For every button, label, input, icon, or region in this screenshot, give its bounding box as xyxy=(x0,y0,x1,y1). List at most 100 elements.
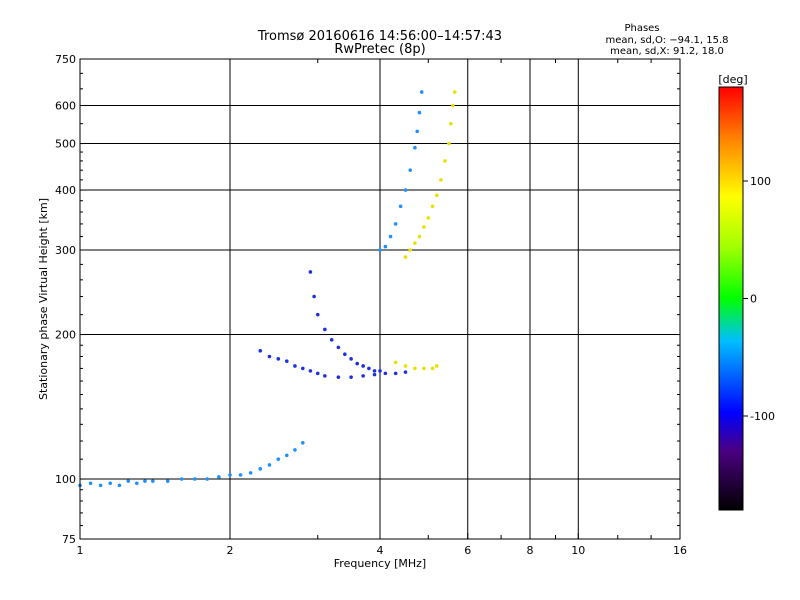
data-point xyxy=(323,327,327,332)
data-point xyxy=(336,375,341,379)
phase-colorbar: [deg] 100 0 -100 xyxy=(718,73,775,511)
data-point xyxy=(434,364,439,368)
data-point xyxy=(323,374,327,378)
data-point xyxy=(403,255,408,259)
y-tick-label: 300 xyxy=(55,244,76,257)
data-point xyxy=(361,364,365,368)
y-tick-label: 100 xyxy=(55,473,76,486)
y-tick-label: 200 xyxy=(55,329,76,342)
data-point xyxy=(393,360,398,365)
colorbar-label: [deg] xyxy=(718,73,747,86)
data-point xyxy=(367,366,371,371)
data-point xyxy=(447,141,451,146)
phase-stats-x-mode: mean, sd,X: 91.2, 18.0 xyxy=(610,46,724,57)
data-point xyxy=(415,129,419,134)
data-point xyxy=(378,248,382,252)
colorbar-tick-label: -100 xyxy=(750,410,775,423)
data-point xyxy=(301,440,305,445)
data-point xyxy=(117,483,122,488)
x-tick-label: 16 xyxy=(673,544,687,557)
x-tick-label: 8 xyxy=(527,544,534,557)
data-point xyxy=(126,479,131,483)
data-point xyxy=(284,359,289,363)
data-point xyxy=(413,241,417,245)
data-point xyxy=(408,168,413,172)
y-tick-label: 75 xyxy=(62,533,76,546)
data-point xyxy=(383,371,388,376)
data-point xyxy=(308,369,313,373)
data-point xyxy=(403,370,408,374)
data-point xyxy=(393,222,398,226)
x-tick-label: 4 xyxy=(377,544,384,557)
data-point xyxy=(372,369,377,373)
data-point xyxy=(430,204,435,209)
data-point xyxy=(417,110,422,115)
data-point xyxy=(267,463,272,467)
data-point xyxy=(349,375,353,379)
data-point xyxy=(248,471,253,475)
data-point xyxy=(258,467,263,471)
data-point xyxy=(134,481,139,486)
colorbar-tick-label: 100 xyxy=(750,175,771,188)
data-point xyxy=(336,345,341,350)
data-point xyxy=(422,366,426,371)
data-point xyxy=(179,477,184,481)
data-point xyxy=(413,366,417,371)
data-point xyxy=(383,244,388,249)
data-point xyxy=(443,159,447,163)
data-point xyxy=(403,188,408,192)
data-point xyxy=(88,481,93,486)
data-point xyxy=(417,234,422,239)
data-point xyxy=(439,178,443,182)
data-point xyxy=(238,473,243,477)
y-axis: 75 100 200 300 400 500 600 750 xyxy=(55,53,680,546)
data-point xyxy=(372,372,377,377)
data-point xyxy=(151,479,155,483)
data-point xyxy=(217,475,221,479)
x-tick-label: 1 xyxy=(77,544,84,557)
y-tick-label: 400 xyxy=(55,184,76,197)
chart-title: Tromsø 20160616 14:56:00–14:57:43 xyxy=(257,29,502,44)
y-tick-label: 750 xyxy=(55,53,76,66)
data-point xyxy=(452,90,457,94)
x-axis-label: Frequency [MHz] xyxy=(334,557,426,570)
data-point xyxy=(267,354,272,359)
data-point xyxy=(205,477,209,481)
data-point xyxy=(276,457,281,461)
data-point xyxy=(393,371,398,376)
data-point xyxy=(426,216,431,220)
data-point xyxy=(284,453,289,458)
phase-stats-o-mode: mean, sd,O: −94.1, 15.8 xyxy=(606,35,729,46)
y-tick-label: 500 xyxy=(55,138,76,151)
data-point xyxy=(434,193,439,198)
data-point xyxy=(301,366,305,371)
data-point xyxy=(388,234,393,239)
data-point xyxy=(108,481,113,486)
colorbar-tick-label: 0 xyxy=(750,293,757,306)
data-point xyxy=(343,352,347,356)
data-point xyxy=(361,374,365,378)
data-point xyxy=(349,357,353,361)
data-point xyxy=(98,483,103,488)
data-point xyxy=(308,270,313,274)
data-point xyxy=(312,294,316,299)
data-point xyxy=(403,364,408,368)
data-point xyxy=(329,338,334,342)
data-point xyxy=(398,204,403,209)
colorbar-gradient xyxy=(718,86,744,511)
data-point xyxy=(315,312,320,317)
x-tick-label: 10 xyxy=(571,544,585,557)
data-point xyxy=(258,348,263,353)
data-point xyxy=(276,357,281,361)
data-point xyxy=(422,225,426,229)
data-point xyxy=(293,364,297,368)
data-point xyxy=(430,366,435,371)
data-point xyxy=(355,361,359,366)
y-tick-label: 600 xyxy=(55,100,76,113)
data-point xyxy=(293,448,297,452)
x-axis: 1 2 4 6 8 10 16 xyxy=(77,59,687,557)
data-point xyxy=(315,371,320,376)
data-point xyxy=(408,248,413,252)
y-axis-label: Stationary phase Virtual Height [km] xyxy=(37,198,50,400)
